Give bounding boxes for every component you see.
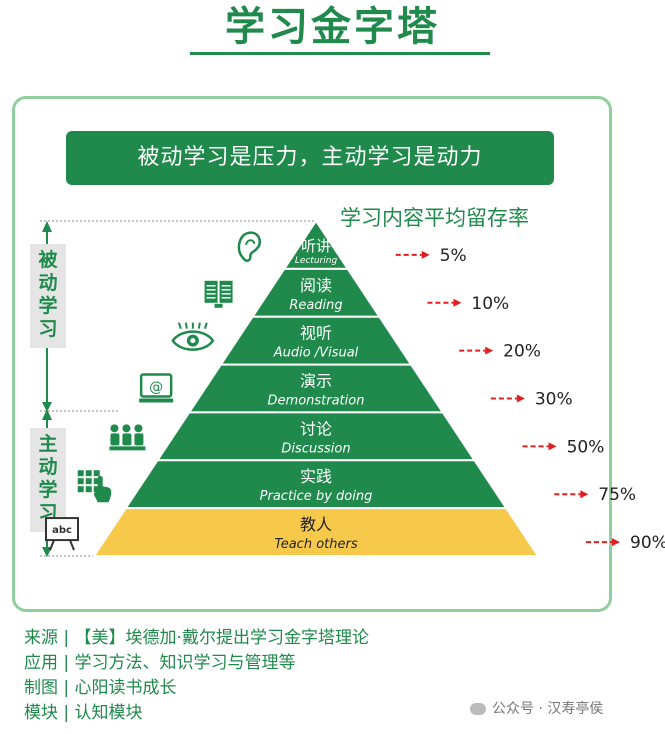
wechat-icon bbox=[470, 703, 486, 715]
book-icon bbox=[204, 280, 233, 308]
footer-line-source: 来源 | 【美】埃德加·戴尔提出学习金字塔理论 bbox=[24, 628, 369, 648]
monitor-icon: @ bbox=[139, 373, 174, 403]
level-english-2: Reading bbox=[289, 298, 342, 313]
passive-label: 被动学习 bbox=[38, 248, 57, 340]
brand-text: 公众号 · 汉寿亭侯 bbox=[492, 701, 604, 717]
svg-text:@: @ bbox=[149, 380, 163, 396]
pyramid-level-7 bbox=[92, 507, 540, 557]
retention-arrowhead-2 bbox=[453, 298, 462, 307]
passive-arrow-top bbox=[42, 221, 52, 232]
passive-bracket: 被动学习 bbox=[30, 221, 66, 412]
level-name-5: 讨论 bbox=[300, 419, 332, 438]
active-label-box bbox=[30, 428, 66, 532]
ear-icon bbox=[237, 231, 262, 262]
level-name-4: 演示 bbox=[300, 372, 332, 391]
banner: 被动学习是压力，主动学习是动力 bbox=[66, 131, 554, 185]
passive-label-box bbox=[30, 244, 66, 348]
level-name-7: 教人 bbox=[300, 515, 332, 534]
footer: 来源 | 【美】埃德加·戴尔提出学习金字塔理论 应用 | 学习方法、知识学习与管… bbox=[24, 626, 369, 726]
group-icon bbox=[109, 424, 146, 451]
passive-arrow-bottom bbox=[42, 402, 52, 412]
level-name-1: 听讲 bbox=[301, 237, 331, 255]
svg-text:abc: abc bbox=[52, 525, 72, 536]
level-name-6: 实践 bbox=[300, 467, 332, 486]
retention-value-5: 50% bbox=[567, 437, 605, 457]
retention-subtitle: 学习内容平均留存率 bbox=[340, 206, 529, 230]
retention-value-3: 20% bbox=[503, 342, 541, 362]
level-english-4: Demonstration bbox=[268, 394, 365, 409]
footer-line-module: 模块 | 认知模块 bbox=[24, 703, 143, 723]
hand-keypad-icon bbox=[77, 470, 112, 503]
eye-icon bbox=[171, 322, 215, 351]
retention-arrowhead-5 bbox=[548, 442, 557, 451]
brand-watermark: 公众号 · 汉寿亭侯 bbox=[470, 698, 603, 718]
whiteboard-icon: abc bbox=[45, 517, 79, 551]
active-label: 主动学习 bbox=[38, 433, 57, 524]
footer-line-application: 应用 | 学习方法、知识学习与管理等 bbox=[24, 653, 296, 673]
footer-line-author: 制图 | 心阳读书成长 bbox=[24, 678, 177, 698]
level-english-6: Practice by doing bbox=[260, 489, 373, 504]
title-underline bbox=[190, 52, 490, 55]
retention-arrowhead-3 bbox=[485, 346, 494, 355]
retention-value-2: 10% bbox=[471, 294, 509, 314]
retention-arrowhead-1 bbox=[421, 250, 430, 259]
retention-value-4: 30% bbox=[535, 390, 573, 410]
level-name-3: 视听 bbox=[300, 324, 332, 343]
retention-value-6: 75% bbox=[598, 485, 636, 505]
level-english-3: Audio /Visual bbox=[273, 346, 359, 361]
level-english-1: Lecturing bbox=[295, 256, 338, 266]
level-english-5: Discussion bbox=[281, 441, 350, 456]
content-card bbox=[12, 96, 612, 612]
level-english-7: Teach others bbox=[274, 537, 357, 552]
level-icons: @ abc bbox=[45, 231, 262, 551]
page-title: 学习金字塔 bbox=[225, 4, 440, 50]
level-name-2: 阅读 bbox=[300, 276, 332, 295]
retention-arrowhead-4 bbox=[516, 394, 525, 403]
retention-value-1: 5% bbox=[440, 246, 467, 266]
retention-value-7: 90% bbox=[630, 533, 665, 553]
retention-arrowhead-6 bbox=[580, 490, 589, 499]
active-arrow-top bbox=[42, 409, 52, 420]
retention-arrowhead-7 bbox=[612, 538, 620, 547]
